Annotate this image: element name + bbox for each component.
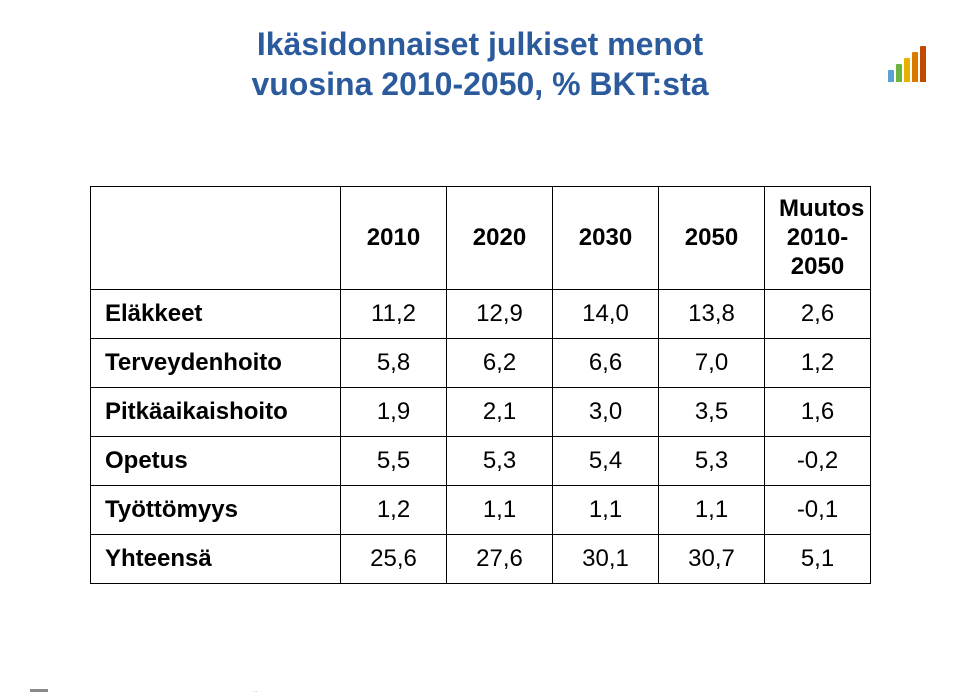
table-header-2020: 2020 [447,187,553,290]
cell: 30,1 [553,535,659,584]
table-row: Opetus5,55,35,45,3-0,2 [91,437,871,486]
cell: 3,0 [553,388,659,437]
table-row: Terveydenhoito5,86,26,67,01,2 [91,339,871,388]
cell: -0,2 [765,437,871,486]
table-row: Eläkkeet11,212,914,013,82,6 [91,290,871,339]
title-line-2: vuosina 2010-2050, % BKT:sta [0,64,960,104]
row-label: Työttömyys [91,486,341,535]
cell: 2,6 [765,290,871,339]
table-row: Pitkäaikaishoito1,92,13,03,51,6 [91,388,871,437]
data-table: 2010 2020 2030 2050 Muutos 2010-2050 Elä… [90,186,871,584]
cell: 1,2 [765,339,871,388]
cell: 6,6 [553,339,659,388]
logo-bar [896,64,902,82]
cell: 13,8 [659,290,765,339]
cell: 1,6 [765,388,871,437]
cell: 11,2 [341,290,447,339]
table-header-2030: 2030 [553,187,659,290]
title-line-1: Ikäsidonnaiset julkiset menot [0,24,960,64]
logo-bar [912,52,918,82]
table-body: Eläkkeet11,212,914,013,82,6Terveydenhoit… [91,290,871,584]
row-label: Eläkkeet [91,290,341,339]
cell: 30,7 [659,535,765,584]
footer: VALTIOVARAINMINISTERIÖ VM/Sailas 24.10.2… [0,680,960,692]
table-header-2050: 2050 [659,187,765,290]
table-header-2010: 2010 [341,187,447,290]
row-label: Opetus [91,437,341,486]
data-table-wrap: 2010 2020 2030 2050 Muutos 2010-2050 Elä… [90,186,870,584]
table-row: Työttömyys1,21,11,11,1-0,1 [91,486,871,535]
row-label: Terveydenhoito [91,339,341,388]
cell: 1,1 [553,486,659,535]
cell: 5,3 [659,437,765,486]
cell: -0,1 [765,486,871,535]
row-label: Pitkäaikaishoito [91,388,341,437]
table-header-row: 2010 2020 2030 2050 Muutos 2010-2050 [91,187,871,290]
cell: 5,4 [553,437,659,486]
muutos-range: 2010-2050 [779,224,856,282]
row-label: Yhteensä [91,535,341,584]
cell: 5,3 [447,437,553,486]
corner-bar-logo [886,46,926,82]
cell: 5,8 [341,339,447,388]
cell: 1,1 [659,486,765,535]
slide-title: Ikäsidonnaiset julkiset menot vuosina 20… [0,24,960,104]
cell: 1,2 [341,486,447,535]
slide: Ikäsidonnaiset julkiset menot vuosina 20… [0,24,960,692]
cell: 27,6 [447,535,553,584]
table-header-muutos: Muutos 2010-2050 [765,187,871,290]
cell: 6,2 [447,339,553,388]
cell: 12,9 [447,290,553,339]
table-header-empty [91,187,341,290]
cell: 5,5 [341,437,447,486]
logo-bar [904,58,910,82]
cell: 3,5 [659,388,765,437]
cell: 14,0 [553,290,659,339]
cell: 1,9 [341,388,447,437]
cell: 2,1 [447,388,553,437]
cell: 7,0 [659,339,765,388]
muutos-label: Muutos [779,195,864,222]
table-row: Yhteensä25,627,630,130,75,1 [91,535,871,584]
cell: 1,1 [447,486,553,535]
cell: 25,6 [341,535,447,584]
logo-bar [888,70,894,82]
logo-bar [920,46,926,82]
cell: 5,1 [765,535,871,584]
